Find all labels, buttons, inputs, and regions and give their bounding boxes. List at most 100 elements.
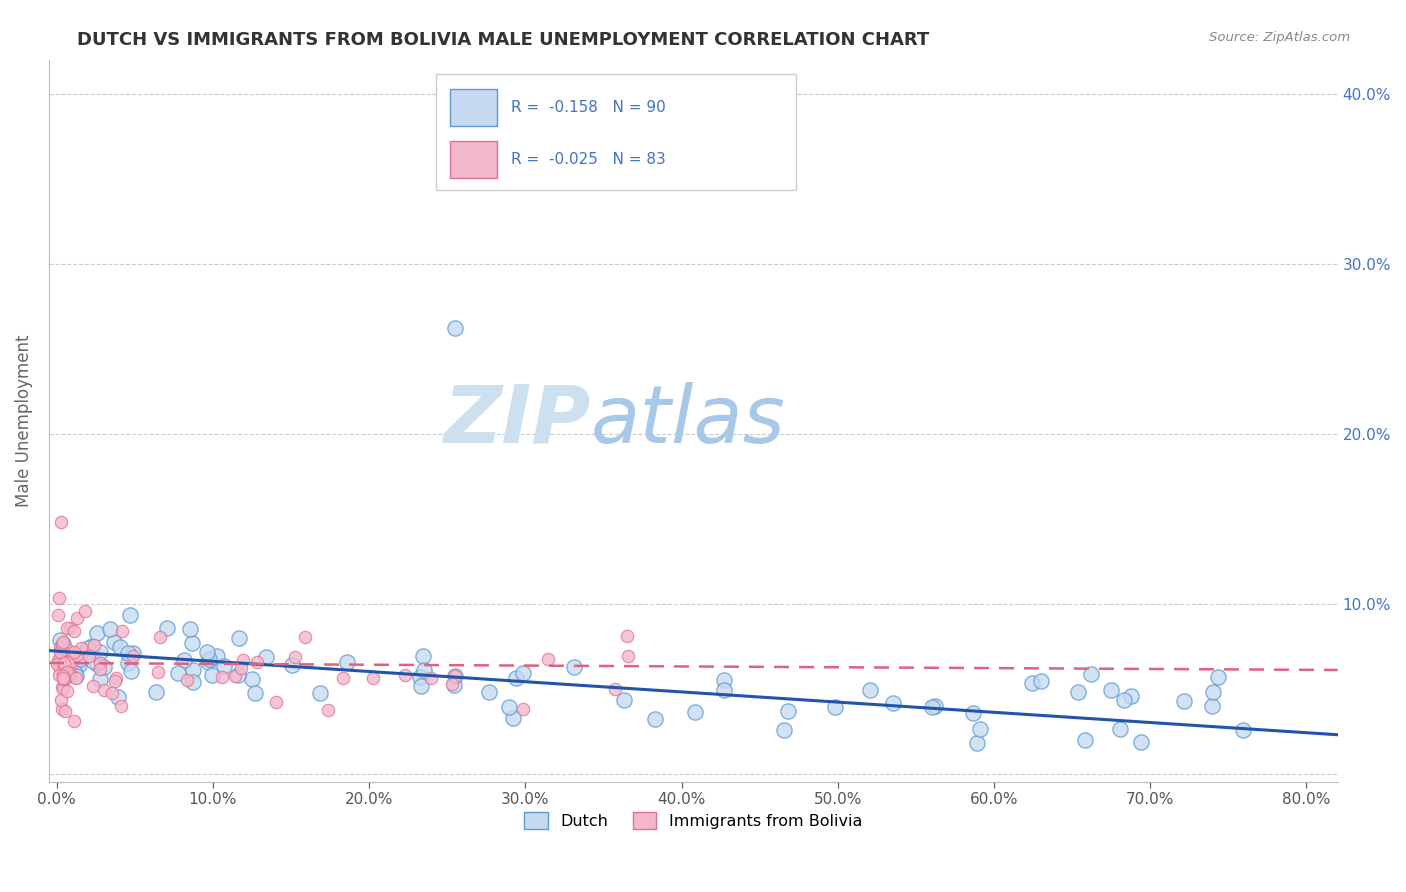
Point: [409, 670, 432, 684]
Point: [69, 641, 91, 656]
Point: [264, 695, 287, 709]
Point: [969, 722, 991, 736]
Point: [309, 686, 332, 700]
Point: [332, 671, 354, 685]
Point: [181, 636, 204, 650]
Point: [882, 696, 904, 710]
Point: [512, 666, 534, 681]
Point: [962, 706, 984, 721]
Point: [224, 669, 246, 683]
Point: [60, 654, 83, 668]
Point: [108, 640, 131, 655]
Point: [195, 645, 218, 659]
Point: [228, 631, 250, 645]
Point: [713, 673, 735, 688]
Point: [111, 624, 134, 639]
Point: [1129, 734, 1152, 748]
Point: [502, 711, 524, 725]
Point: [859, 683, 882, 698]
Point: [49, 654, 72, 668]
Point: [89, 663, 111, 677]
Point: [1021, 676, 1043, 690]
Point: [117, 656, 139, 670]
Point: [104, 673, 127, 688]
Point: [1074, 733, 1097, 747]
Point: [53, 660, 76, 674]
Point: [93, 660, 115, 674]
Point: [51, 515, 73, 529]
Point: [69, 652, 91, 666]
Point: [51, 665, 73, 679]
Point: [82, 654, 104, 668]
Point: [924, 699, 946, 714]
Point: [616, 629, 638, 643]
Point: [226, 667, 249, 681]
Point: [229, 661, 252, 675]
Point: [104, 672, 127, 686]
Point: [211, 670, 233, 684]
Point: [55, 665, 77, 679]
Point: [59, 621, 82, 635]
Point: [103, 635, 125, 649]
Point: [205, 648, 228, 663]
Point: [58, 667, 80, 681]
Point: [122, 649, 145, 664]
Point: [167, 665, 190, 680]
Point: [173, 653, 195, 667]
Point: [122, 646, 145, 660]
Point: [443, 678, 465, 692]
Point: [63, 645, 86, 659]
Point: [1080, 666, 1102, 681]
Point: [63, 665, 86, 680]
Point: [52, 672, 75, 686]
Text: ZIP: ZIP: [443, 382, 591, 459]
Point: [49, 662, 72, 676]
Point: [52, 635, 75, 649]
Point: [120, 664, 142, 678]
Point: [478, 684, 501, 698]
Point: [921, 699, 943, 714]
Point: [776, 704, 799, 718]
Point: [83, 638, 105, 652]
Point: [86, 657, 108, 671]
Point: [1119, 690, 1142, 704]
Point: [685, 705, 707, 719]
Point: [1067, 685, 1090, 699]
Point: [60, 667, 83, 681]
Point: [52, 637, 75, 651]
Point: [443, 669, 465, 683]
Point: [176, 673, 198, 687]
Point: [89, 672, 111, 686]
Point: [181, 674, 204, 689]
Point: [48, 607, 70, 622]
Point: [181, 664, 204, 678]
Point: [146, 665, 169, 679]
Point: [420, 671, 443, 685]
Point: [51, 637, 73, 651]
Point: [53, 660, 76, 674]
Point: [66, 611, 89, 625]
Point: [56, 621, 79, 635]
Point: [46, 657, 69, 672]
Point: [89, 645, 111, 659]
Point: [1232, 723, 1254, 738]
Point: [394, 668, 416, 682]
Point: [53, 656, 76, 670]
Point: [214, 658, 236, 673]
Point: [444, 668, 467, 682]
Point: [1029, 674, 1052, 689]
Point: [93, 682, 115, 697]
Point: [56, 683, 79, 698]
Point: [53, 670, 76, 684]
Point: [56, 643, 79, 657]
Point: [537, 652, 560, 666]
Point: [48, 659, 70, 673]
Point: [117, 647, 139, 661]
Point: [562, 660, 585, 674]
Point: [82, 679, 104, 693]
Point: [505, 671, 527, 685]
Point: [53, 672, 76, 686]
Point: [53, 704, 76, 718]
Point: [52, 682, 75, 697]
Point: [200, 668, 222, 682]
